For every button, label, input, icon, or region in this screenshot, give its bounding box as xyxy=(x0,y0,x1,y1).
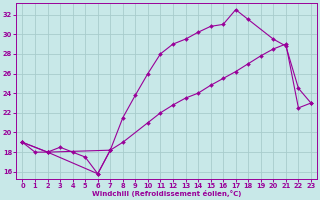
X-axis label: Windchill (Refroidissement éolien,°C): Windchill (Refroidissement éolien,°C) xyxy=(92,190,241,197)
